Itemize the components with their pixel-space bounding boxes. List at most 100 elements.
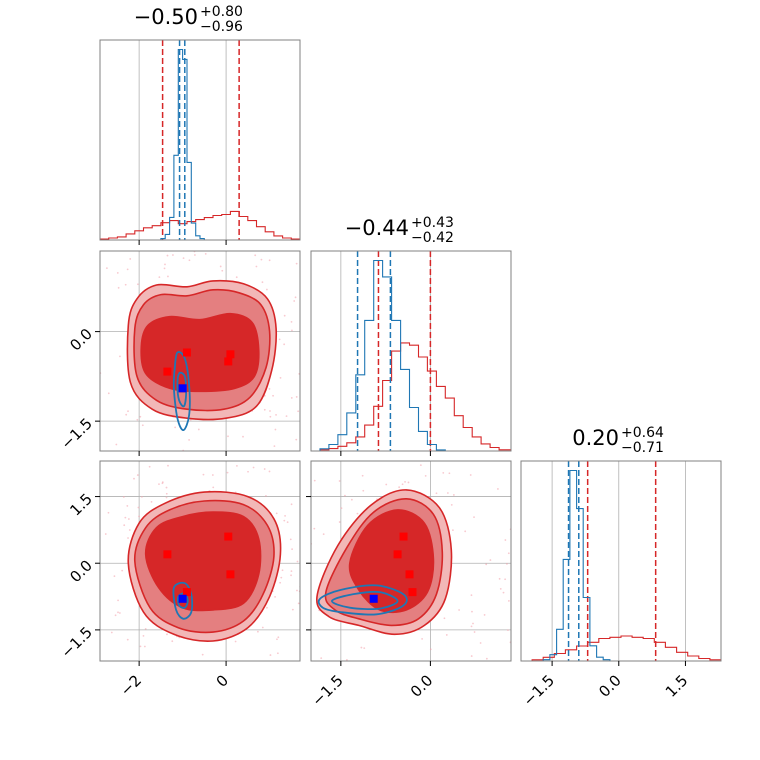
scatter-point (117, 611, 119, 614)
scatter-point (284, 515, 286, 517)
scatter-point (283, 343, 286, 346)
scatter-point (350, 498, 353, 501)
scatter-point (363, 647, 366, 650)
scatter-point (293, 663, 295, 665)
panel-frame (310, 250, 512, 452)
marker-red (399, 532, 408, 541)
scatter-point (279, 581, 282, 584)
scatter-point (269, 654, 272, 656)
scatter-point (165, 492, 168, 495)
contour-blue (317, 584, 408, 616)
scatter-point (385, 483, 388, 486)
scatter-point (362, 489, 365, 492)
contour-blue (172, 351, 191, 431)
scatter-point (94, 342, 96, 344)
scatter-point (242, 457, 244, 459)
panel-title-0: −0.50 +0.80−0.96 (134, 4, 243, 35)
scatter-point (471, 610, 473, 613)
scatter-point (136, 474, 139, 476)
scatter-point (485, 563, 488, 566)
scatter-point (96, 358, 98, 360)
scatter-point (416, 664, 418, 666)
marker-blue (178, 594, 187, 603)
scatter-point (295, 438, 298, 441)
scatter-point (255, 265, 258, 268)
scatter-point (139, 645, 142, 648)
scatter-point (469, 474, 472, 476)
marker-red (226, 570, 235, 579)
scatter-point (116, 272, 119, 274)
panel-content (293, 461, 514, 666)
scatter-point (470, 655, 473, 657)
panel-1-0 (94, 245, 308, 456)
scatter-point (274, 428, 277, 431)
scatter-point (165, 496, 168, 499)
scatter-point (168, 454, 170, 456)
scatter-point (158, 276, 161, 279)
scatter-point (126, 268, 129, 271)
scatter-point (144, 627, 147, 630)
scatter-point (133, 477, 135, 480)
scatter-point (96, 366, 98, 368)
scatter-point (470, 594, 473, 597)
scatter-point (489, 559, 492, 561)
x-tick-label: 0.0 (407, 671, 437, 701)
scatter-point (275, 413, 277, 416)
title-plus: +0.64 (621, 425, 664, 441)
title-minus: −0.96 (200, 19, 243, 35)
scatter-point (150, 500, 153, 503)
scatter-point (346, 659, 348, 661)
scatter-point (303, 584, 305, 586)
scatter-point (247, 470, 249, 473)
scatter-point (300, 488, 302, 490)
scatter-point (141, 424, 144, 427)
scatter-point (290, 503, 293, 506)
scatter-point (279, 376, 282, 379)
panel-2-1 (293, 460, 514, 666)
scatter-point (107, 392, 110, 395)
scatter-point (306, 407, 308, 409)
scatter-point (193, 254, 196, 256)
scatter-point (291, 608, 294, 611)
scatter-point (446, 492, 449, 494)
scatter-point (340, 507, 343, 510)
scatter-point (452, 529, 454, 532)
scatter-point (306, 584, 308, 586)
scatter-point (137, 506, 140, 509)
scatter-point (121, 569, 124, 572)
scatter-point (172, 254, 174, 256)
scatter-point (136, 418, 139, 421)
scatter-point (117, 286, 120, 289)
scatter-point (307, 490, 309, 492)
scatter-point (221, 269, 224, 272)
scatter-point (96, 328, 98, 330)
scatter-point (98, 307, 100, 309)
scatter-point (128, 529, 131, 531)
panel-0-0 (99, 39, 301, 245)
scatter-point (302, 571, 304, 573)
scatter-point (94, 316, 96, 318)
scatter-point (148, 465, 151, 468)
scatter-point (280, 576, 283, 579)
scatter-point (498, 577, 501, 580)
scatter-point (118, 245, 120, 247)
scatter-point (158, 483, 160, 486)
scatter-point (261, 626, 264, 629)
scatter-point (290, 320, 293, 323)
contour-red (140, 312, 260, 393)
marker-red (182, 348, 191, 357)
scatter-point (113, 575, 116, 578)
scatter-point (114, 614, 117, 617)
scatter-point (464, 530, 467, 533)
scatter-point (124, 516, 127, 519)
scatter-point (182, 257, 185, 259)
scatter-point (269, 415, 272, 418)
panel-background (521, 461, 721, 661)
scatter-point (512, 603, 514, 605)
scatter-point (338, 480, 341, 482)
scatter-point (105, 267, 108, 270)
marker-red (224, 532, 233, 541)
scatter-point (472, 622, 474, 625)
scatter-point (291, 329, 293, 332)
